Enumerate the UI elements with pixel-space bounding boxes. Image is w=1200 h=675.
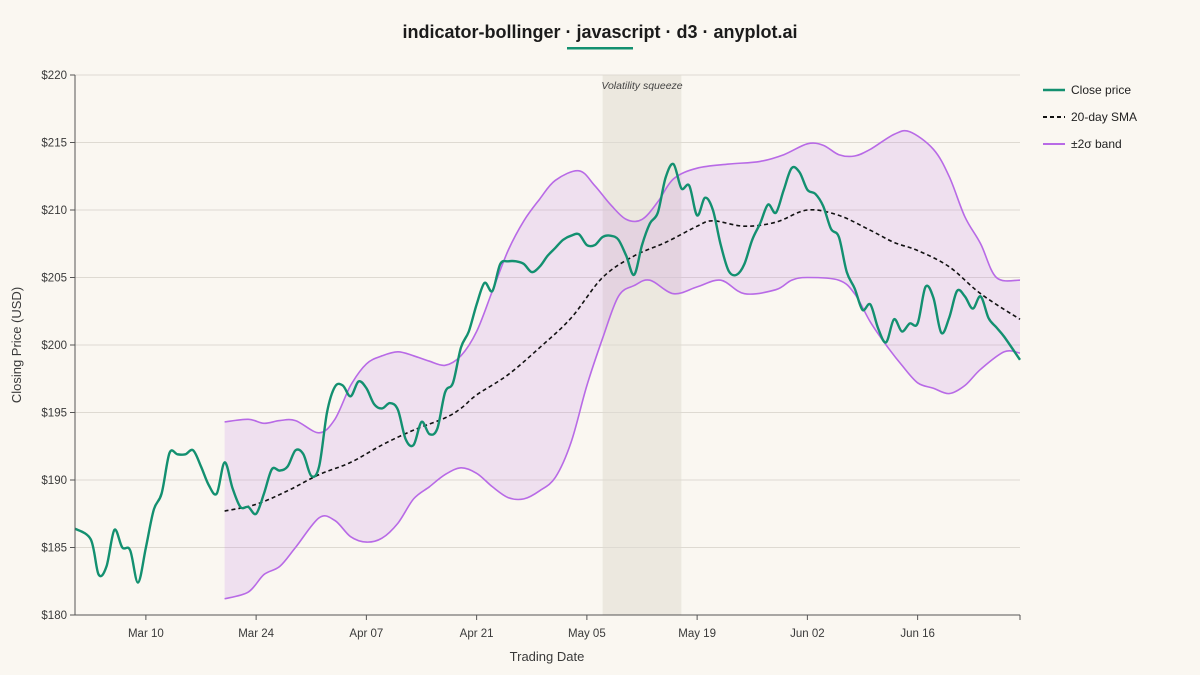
axes: $180 $185 $190 $195 $200 $205 $210 $215 $220 Mar … (41, 70, 1021, 640)
sma-line (224, 208, 1021, 512)
band-layer (224, 129, 1021, 600)
y-tick-label: $200 (41, 340, 67, 352)
x-tick-label: May 05 (568, 628, 606, 640)
legend-label: Close price (1071, 83, 1131, 97)
y-tick-label: $210 (41, 205, 67, 217)
y-tick-label: $220 (41, 70, 67, 82)
legend-label: ±2σ band (1071, 137, 1122, 151)
volatility-squeeze-label: Volatility squeeze (601, 80, 682, 92)
y-tick-label: $180 (41, 610, 67, 622)
y-axis-title: Closing Price (USD) (9, 287, 24, 403)
lower-band-line (224, 276, 1021, 600)
x-tick-label: Mar 24 (238, 628, 274, 640)
x-tick-label: Mar 10 (128, 628, 164, 640)
y-tick-label: $205 (41, 273, 67, 285)
x-tick-label: Jun 16 (900, 628, 935, 640)
legend-label: 20-day SMA (1071, 110, 1137, 124)
chart-title: indicator-bollinger · javascript · d3 · … (402, 22, 797, 42)
legend: Close price 20-day SMA ±2σ band (1043, 83, 1137, 151)
y-tick-label: $190 (41, 475, 67, 487)
title-underline (567, 47, 633, 50)
x-tick-label: Apr 07 (349, 628, 383, 640)
band-fill (224, 130, 1021, 599)
x-tick-label: May 19 (678, 628, 716, 640)
upper-band-line (224, 129, 1021, 434)
y-tick-label: $185 (41, 543, 67, 555)
close-price-line (74, 162, 1021, 584)
x-tick-label: Jun 02 (790, 628, 825, 640)
x-axis-title: Trading Date (510, 649, 585, 664)
y-tick-label: $215 (41, 138, 67, 150)
line-layer (74, 162, 1021, 584)
y-tick-label: $195 (41, 408, 67, 420)
x-tick-label: Apr 21 (460, 628, 494, 640)
